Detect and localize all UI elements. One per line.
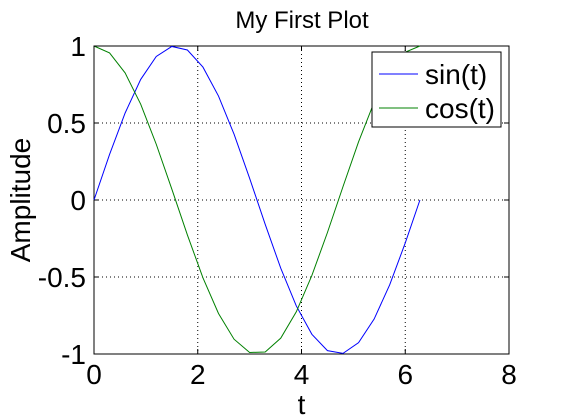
legend-box [371,51,502,128]
legend: sin(t) cos(t) [371,51,502,128]
axis-ticks [93,45,510,355]
y-tick-labels: -1 -0.5 0 0.5 1 [38,31,86,370]
y-tick-label: 0 [70,185,86,216]
x-tick-label: 4 [294,359,310,390]
legend-label-sin: sin(t) [425,59,487,90]
x-tick-label: 8 [501,359,517,390]
legend-label-cos: cos(t) [425,93,495,124]
series-line-sin [93,45,421,354]
series-lines [93,45,421,354]
y-axis-label: Amplitude [5,138,36,263]
y-tick-label: -1 [61,339,86,370]
x-tick-labels: 0 2 4 6 8 [86,359,517,390]
series-line-cos [93,45,421,353]
y-tick-label: 1 [70,31,86,62]
grid-lines [94,46,509,354]
x-tick-label: 2 [190,359,206,390]
y-tick-label: -0.5 [38,262,86,293]
y-tick-label: 0.5 [47,108,86,139]
x-tick-label: 6 [397,359,413,390]
x-axis-label: t [298,389,306,420]
chart-title: My First Plot [235,7,369,34]
x-tick-label: 0 [86,359,102,390]
